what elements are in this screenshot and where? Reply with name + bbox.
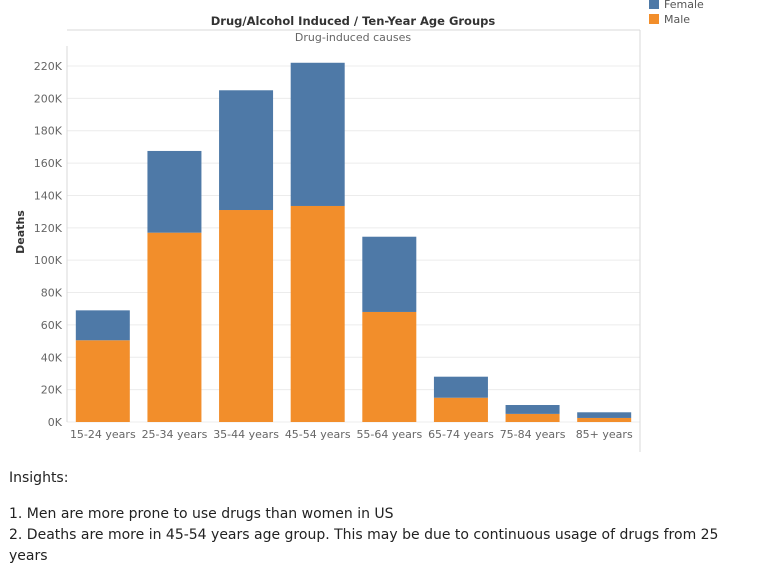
y-tick-label: 200K xyxy=(34,92,63,105)
y-axis-ticks: 0K 20K 40K 60K 80K 100K 120K 140K 160K 180K 200K 22… xyxy=(34,60,63,429)
bar-female xyxy=(433,376,488,398)
bar-female xyxy=(147,150,202,233)
bar-male xyxy=(362,311,417,422)
x-tick-label: 25-34 years xyxy=(142,428,208,441)
legend-label-female: Female xyxy=(664,0,704,11)
bar-female xyxy=(75,310,130,341)
bar-male xyxy=(577,417,632,422)
y-tick-label: 40K xyxy=(41,351,63,364)
bar-male xyxy=(505,413,560,422)
bar-female xyxy=(290,62,345,206)
x-axis-ticks: 15-24 years 25-34 years 35-44 years 45-54 y… xyxy=(70,428,633,441)
bars xyxy=(75,62,632,422)
bar-female xyxy=(577,412,632,418)
y-tick-label: 120K xyxy=(34,222,63,235)
y-tick-label: 100K xyxy=(34,254,63,267)
y-tick-label: 20K xyxy=(41,384,63,397)
y-axis-label: Deaths xyxy=(14,210,27,254)
y-tick-label: 0K xyxy=(48,416,63,429)
stacked-bar-chart: Drug/Alcohol Induced / Ten-Year Age Grou… xyxy=(14,0,704,452)
insights-heading: Insights: xyxy=(9,470,69,486)
x-tick-label: 65-74 years xyxy=(428,428,494,441)
legend: Female Male xyxy=(649,0,704,26)
bar-female xyxy=(505,405,560,414)
bar-male xyxy=(219,210,274,422)
y-tick-label: 220K xyxy=(34,60,63,73)
legend-swatch-female xyxy=(649,0,659,9)
legend-swatch-male xyxy=(649,14,659,24)
chart-subtitle: Drug-induced causes xyxy=(295,31,411,44)
bar-male xyxy=(75,340,130,422)
x-tick-label: 85+ years xyxy=(576,428,633,441)
legend-label-male: Male xyxy=(664,13,690,26)
x-tick-label: 15-24 years xyxy=(70,428,136,441)
x-tick-label: 75-84 years xyxy=(500,428,566,441)
y-tick-label: 140K xyxy=(34,189,63,202)
x-tick-label: 55-64 years xyxy=(356,428,422,441)
insight-item-2: 2. Deaths are more in 45-54 years age gr… xyxy=(9,527,719,564)
x-tick-label: 35-44 years xyxy=(213,428,279,441)
y-tick-label: 80K xyxy=(41,287,63,300)
x-tick-label: 45-54 years xyxy=(285,428,351,441)
y-tick-label: 160K xyxy=(34,157,63,170)
bar-male xyxy=(433,397,488,422)
bar-male xyxy=(290,205,345,422)
insights-section: Insights: 1. Men are more prone to use d… xyxy=(9,468,761,567)
y-tick-label: 60K xyxy=(41,319,63,332)
bar-female xyxy=(219,90,274,211)
chart-title: Drug/Alcohol Induced / Ten-Year Age Grou… xyxy=(211,14,496,28)
insight-item-1: 1. Men are more prone to use drugs than … xyxy=(9,506,394,522)
bar-female xyxy=(362,236,417,312)
y-tick-label: 180K xyxy=(34,125,63,138)
bar-male xyxy=(147,232,202,422)
